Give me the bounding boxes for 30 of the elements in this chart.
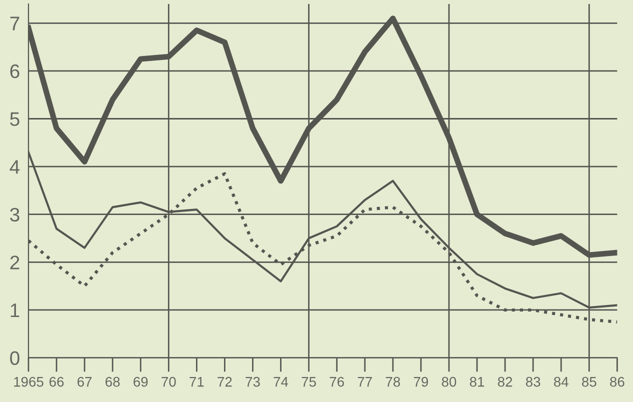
x-tick-label: 70 — [162, 376, 176, 387]
y-tick-label: 5 — [10, 112, 20, 126]
x-tick-label: 68 — [106, 376, 120, 387]
x-tick-label: 69 — [134, 376, 148, 387]
x-tick-label: 74 — [274, 377, 288, 387]
y-tick-label: 2 — [10, 256, 20, 270]
y-tick-label: 0 — [10, 351, 20, 366]
x-tick-label: 81 — [470, 376, 484, 387]
x-tick-label: 78 — [386, 376, 400, 387]
x-tick-label: 1965 — [14, 376, 44, 387]
y-tick-label: 3 — [10, 208, 20, 222]
x-tick-label: 75 — [302, 377, 316, 387]
x-tick-label: 77 — [358, 377, 372, 387]
x-tick-label: 86 — [610, 376, 624, 387]
x-tick-label: 73 — [246, 376, 260, 387]
x-tick-label: 76 — [330, 376, 344, 387]
x-tick-label: 82 — [498, 376, 512, 387]
x-tick-label: 66 — [50, 376, 64, 387]
x-tick-label: 72 — [218, 376, 232, 387]
x-tick-label: 85 — [582, 376, 596, 387]
y-tick-label: 7 — [10, 16, 20, 30]
y-tick-label: 4 — [10, 160, 20, 174]
y-tick-label: 6 — [10, 64, 20, 78]
x-tick-label: 67 — [78, 376, 92, 387]
x-tick-label: 83 — [526, 376, 540, 387]
x-tick-label: 84 — [554, 376, 568, 387]
x-tick-label: 79 — [414, 376, 428, 387]
x-tick-label: 80 — [442, 376, 456, 387]
y-tick-label: 1 — [10, 304, 20, 318]
x-tick-label: 71 — [190, 377, 204, 387]
